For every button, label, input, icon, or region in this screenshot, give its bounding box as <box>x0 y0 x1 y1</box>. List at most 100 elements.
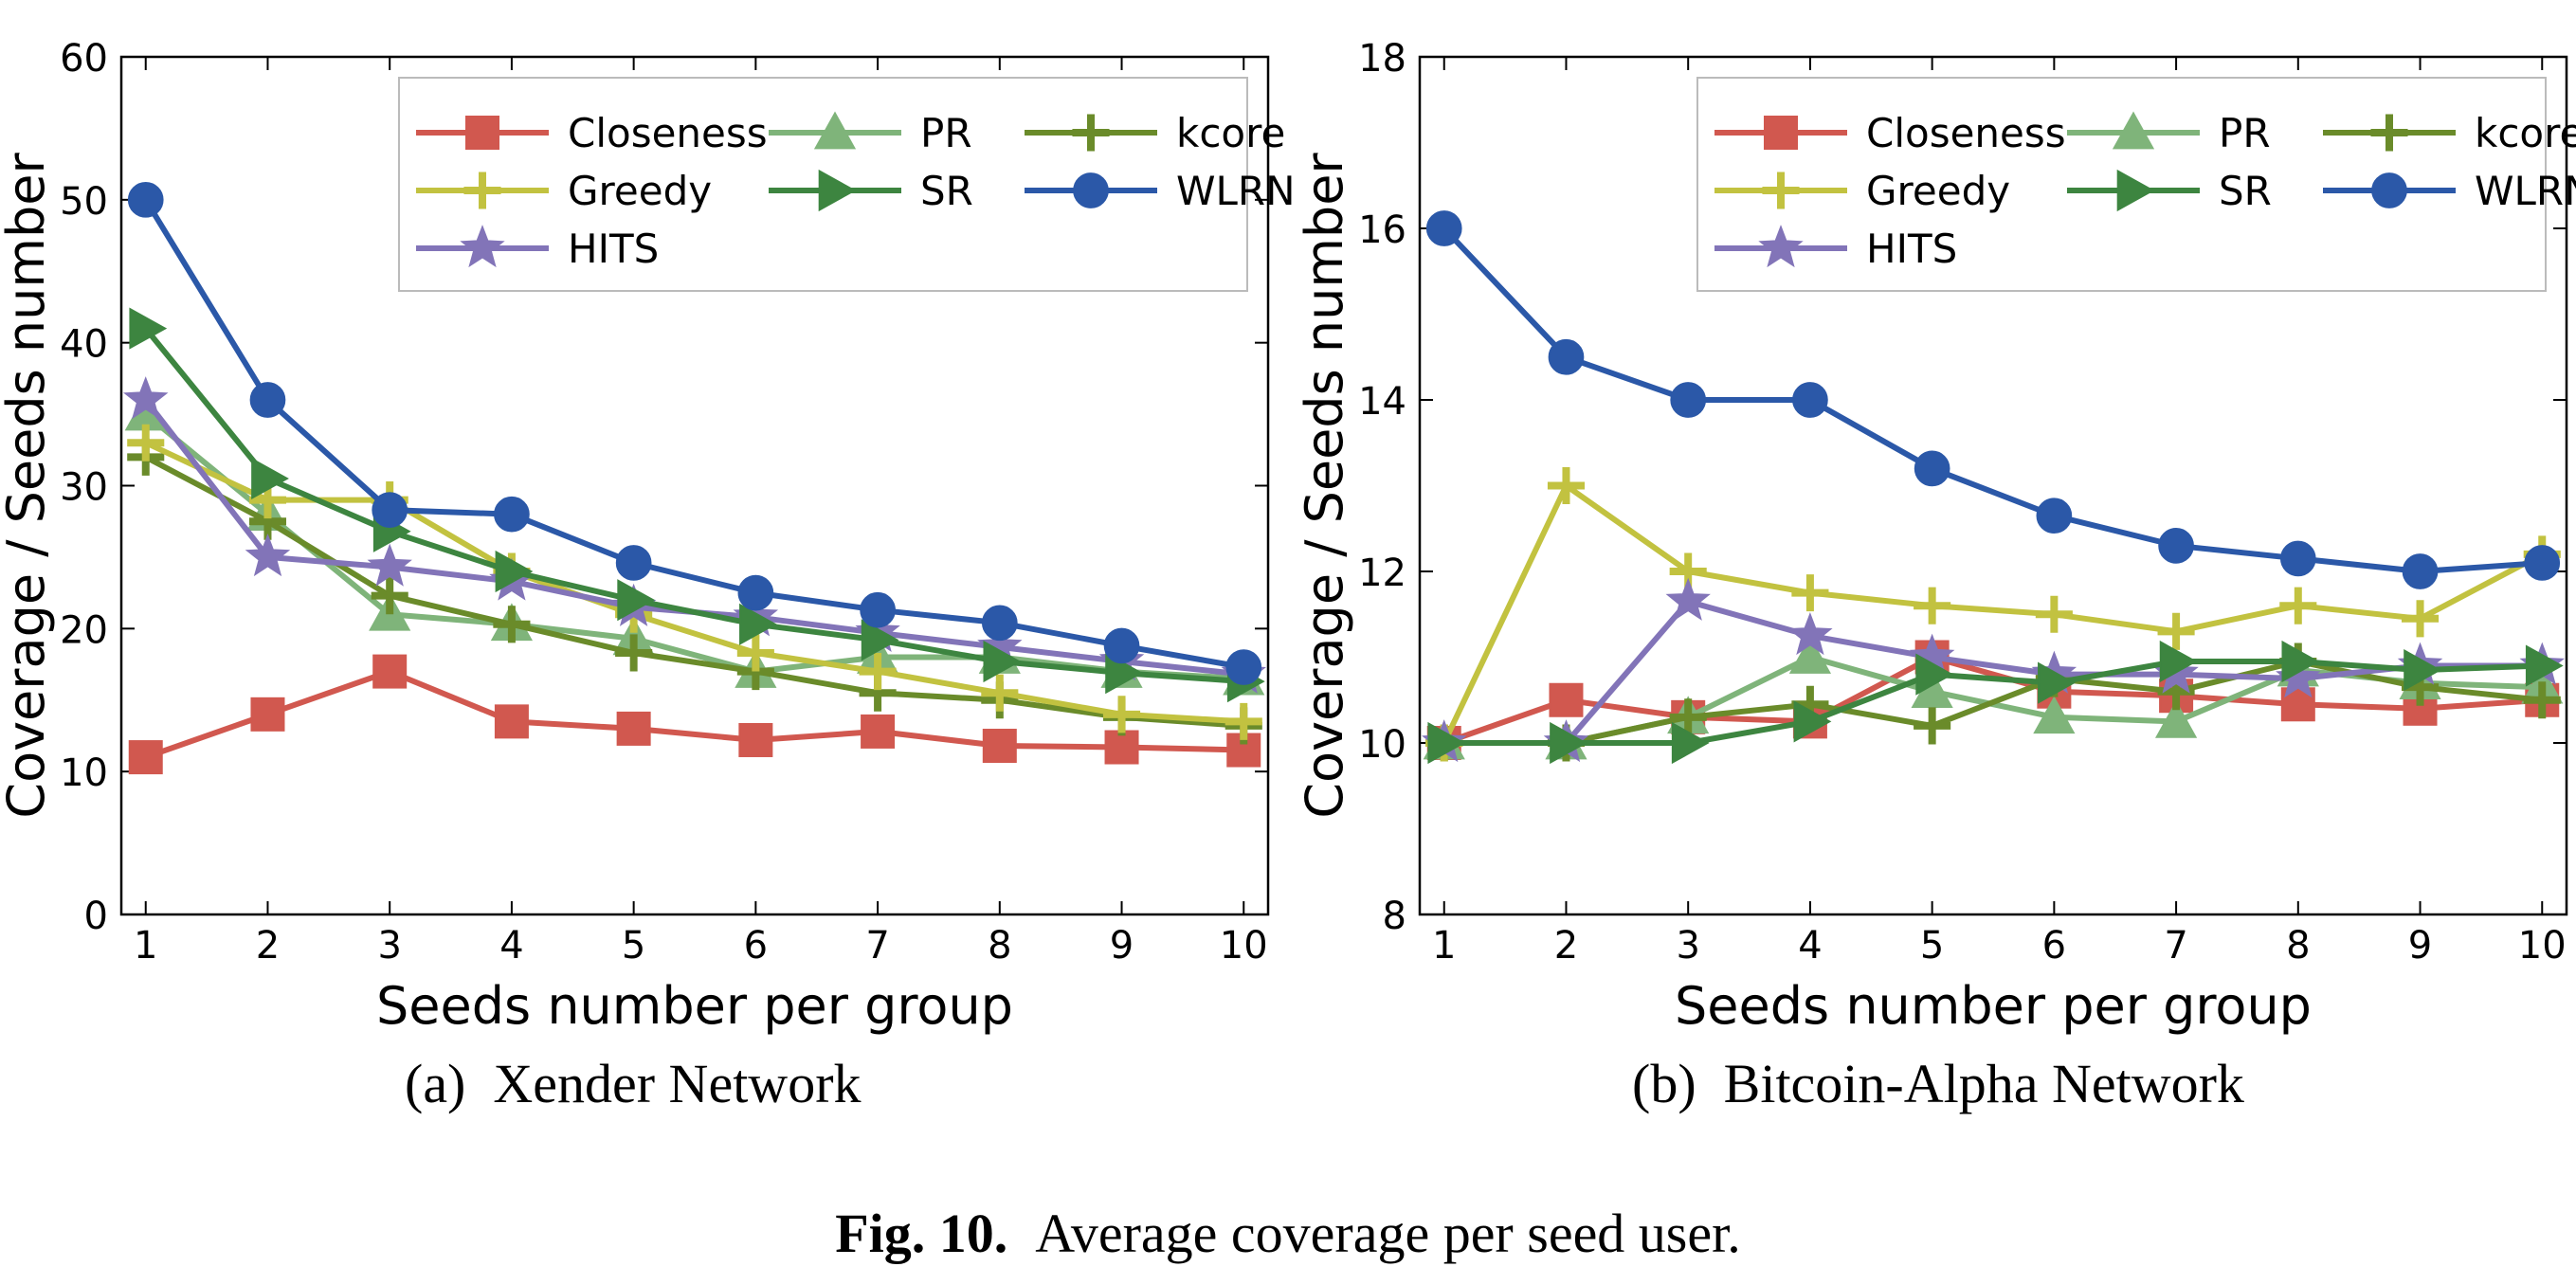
data-point <box>371 577 408 615</box>
data-point <box>1788 636 1832 674</box>
y-tick-label: 16 <box>1358 208 1406 252</box>
x-axis-label: Seeds number per group <box>376 976 1013 1036</box>
subcaption-a-label: (a) <box>405 1053 466 1114</box>
legend-item-wlrn: WLRN <box>1025 168 1296 214</box>
x-tick-label: 9 <box>2408 924 2432 968</box>
legend-item-pr: PR <box>2067 110 2271 156</box>
y-axis-label: Coverage / Seeds number <box>1295 153 1354 819</box>
y-tick-label: 8 <box>1383 895 1406 938</box>
data-point <box>1914 587 1951 624</box>
series-pr <box>124 392 1265 696</box>
data-point <box>738 722 773 757</box>
subcaption-a: (a) Xender Network <box>405 1052 862 1115</box>
legend-item-closeness: Closeness <box>1714 110 2066 156</box>
y-tick-label: 60 <box>60 37 108 81</box>
legend-label: kcore <box>2475 110 2576 156</box>
legend-label: Greedy <box>568 168 712 214</box>
series-line <box>1442 654 2543 746</box>
series-line <box>144 668 1244 760</box>
legend-item-greedy: Greedy <box>416 168 712 214</box>
data-point <box>615 545 652 581</box>
series-sr <box>129 307 1265 703</box>
legend: Closeness PR kcore Greedy SR WLRN HITS <box>1696 77 2576 292</box>
x-tick-label: 6 <box>744 924 768 968</box>
legend-marker <box>2112 111 2155 150</box>
x-axis-label: Seeds number per group <box>1675 976 2312 1036</box>
data-point <box>1547 466 1586 505</box>
data-point <box>2404 648 2441 692</box>
subcaption-b: (b) Bitcoin-Alpha Network <box>1632 1052 2244 1115</box>
data-point <box>1103 627 1140 664</box>
data-point <box>1791 574 1829 612</box>
data-point <box>1665 577 1711 621</box>
legend-label: WLRN <box>1176 168 1296 214</box>
data-point <box>129 307 168 350</box>
x-tick-label: 2 <box>1554 924 1578 968</box>
legend-marker <box>460 225 505 268</box>
data-point <box>123 376 169 420</box>
x-tick-label: 1 <box>1432 924 1456 968</box>
legend-marker <box>818 169 857 212</box>
y-tick-label: 18 <box>1358 37 1406 81</box>
data-point <box>1425 210 1462 246</box>
data-point <box>250 697 285 732</box>
data-point <box>617 579 656 622</box>
data-point <box>1671 721 1710 765</box>
series-line <box>144 440 1244 725</box>
chart-panel-a: 0 10 20 30 40 50 60 1 2 3 4 5 6 7 8 9 10 Seeds number per… <box>0 37 1296 1036</box>
x-tick-label: 5 <box>622 924 645 968</box>
x-tick-label: 7 <box>2164 924 2187 968</box>
data-point <box>1225 649 1262 685</box>
data-point <box>861 714 896 749</box>
series-sr <box>1427 640 2564 765</box>
legend-item-closeness: Closeness <box>416 110 768 156</box>
series-line <box>143 326 1244 685</box>
legend-label: SR <box>2219 168 2272 214</box>
series-line <box>1442 226 2543 574</box>
y-tick-label: 12 <box>1358 552 1406 595</box>
data-point <box>2279 540 2316 577</box>
data-point <box>2524 545 2561 581</box>
subcaption-a-title: Xender Network <box>493 1053 862 1114</box>
data-point <box>737 574 774 611</box>
data-point <box>493 606 531 643</box>
data-point <box>861 619 899 661</box>
data-point <box>1102 696 1141 733</box>
series-wlrn <box>127 181 1262 685</box>
data-point <box>494 704 529 739</box>
y-tick-label: 14 <box>1358 380 1406 424</box>
data-point <box>981 605 1018 642</box>
data-point <box>495 550 534 593</box>
figure-caption: Fig. 10. Average coverage per seed user. <box>0 1202 2576 1265</box>
data-point <box>982 729 1017 764</box>
data-point <box>1225 702 1262 740</box>
data-point <box>1793 700 1832 743</box>
legend-label: PR <box>2219 110 2271 156</box>
x-tick-label: 10 <box>1220 924 1268 968</box>
legend-item-wlrn: WLRN <box>2323 168 2576 214</box>
legend-item-kcore: kcore <box>2323 110 2576 156</box>
x-tick-label: 10 <box>2518 924 2567 968</box>
series-line <box>144 454 1244 729</box>
data-point <box>981 674 1019 712</box>
data-point <box>2159 640 2198 683</box>
series-greedy <box>127 424 1262 740</box>
data-point <box>2038 661 2076 704</box>
data-point <box>739 603 777 645</box>
legend-label: HITS <box>1866 226 1957 272</box>
legend-label: Closeness <box>568 110 768 156</box>
x-tick-label: 8 <box>2286 924 2310 968</box>
series-line <box>1443 598 2543 746</box>
data-point <box>1669 698 1707 736</box>
data-point <box>127 424 165 462</box>
legend-label: HITS <box>568 226 659 272</box>
legend-marker <box>1764 116 1798 150</box>
legend-label: WLRN <box>2475 168 2576 214</box>
data-point <box>2401 600 2440 638</box>
data-point <box>983 640 1022 683</box>
data-point <box>128 740 163 775</box>
x-tick-label: 6 <box>2042 924 2066 968</box>
y-tick-label: 10 <box>1358 723 1406 767</box>
legend-item-pr: PR <box>769 110 972 156</box>
data-point <box>2035 595 2073 633</box>
